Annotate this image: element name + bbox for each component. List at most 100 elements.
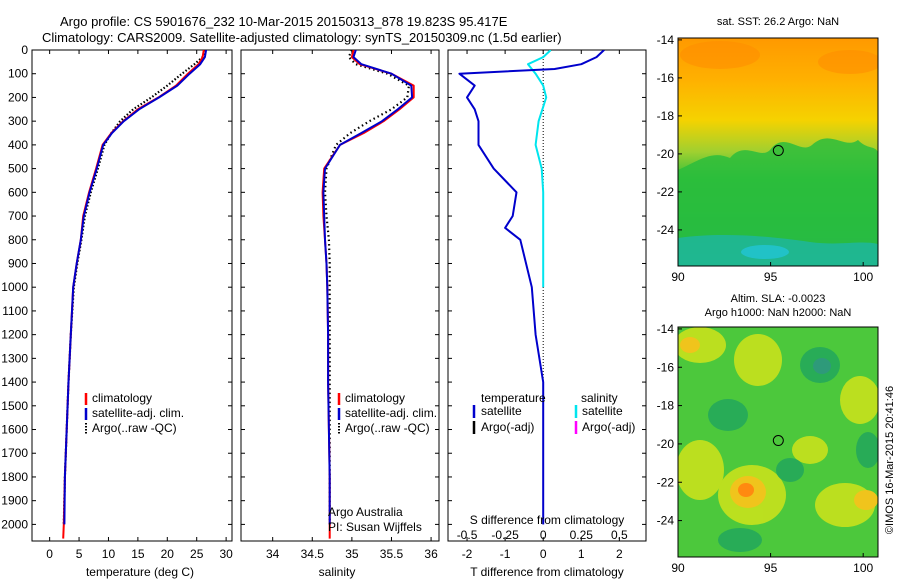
- depth-tick-label: 1700: [1, 446, 28, 460]
- depth-tick-label: 1100: [2, 304, 28, 318]
- sst-patch: [680, 41, 760, 69]
- salinity-lines: [321, 50, 415, 539]
- map-y-tick-label: -14: [657, 33, 675, 47]
- depth-tick-label: 300: [8, 114, 28, 128]
- depth-tick-label: 800: [8, 233, 28, 247]
- x-tick-label: 25: [190, 547, 204, 561]
- figure-title-line1: Argo profile: CS 5901676_232 10-Mar-2015…: [60, 14, 508, 29]
- sla-low-blobs: [708, 347, 878, 552]
- x-tick-label: 5: [76, 547, 83, 561]
- x-tick-label: 36: [424, 547, 438, 561]
- salinity-xlabel: salinity: [319, 565, 356, 579]
- sla-peak: [680, 337, 700, 353]
- salinity-panel: 34 34.5 35 35.5 36 salinity climatology sate…: [240, 49, 440, 579]
- sla-low: [776, 458, 804, 482]
- x2-tick-label: 0.5: [611, 528, 628, 542]
- map-y-tick-label: -14: [657, 322, 675, 336]
- sla-blob: [840, 376, 878, 424]
- map-x-tick-label: 100: [853, 561, 873, 575]
- depth-tick-label: 900: [8, 256, 28, 270]
- map-y-tick-label: -24: [657, 223, 675, 237]
- depth-axis: 0 100 200 300 400 500 600 700 800 900 1000 1100 1200…: [1, 43, 232, 531]
- sla-map-panel: Altim. SLA: -0.0023 Argo h1000: NaN h200…: [657, 293, 879, 575]
- depth-tick-label: 1800: [1, 470, 28, 484]
- salinity-difference-line: [527, 50, 552, 288]
- depth-tick-label: 500: [8, 162, 28, 176]
- difference-axes-frame: [447, 49, 647, 542]
- x-tick-label: 20: [161, 547, 175, 561]
- sla-blob: [678, 440, 724, 500]
- depth-tick-label: 0: [21, 43, 28, 57]
- sla-min: [813, 358, 831, 374]
- argo-location-marker: [772, 435, 784, 447]
- sst-map-axes: 90 95 100 -14 -16 -18 -20 -22 -24: [657, 33, 874, 284]
- depth-tick-label: 1500: [1, 399, 28, 413]
- difference-s-xlabel: S difference from climatology: [470, 513, 625, 527]
- argo-pi-label: PI: Susan Wijffels: [328, 520, 422, 534]
- imos-credit: ©IMOS 16-Mar-2015 20:41:46: [884, 386, 896, 534]
- sla-heatmap: [678, 327, 878, 557]
- temperature-x-axis: 0 5 10 15 20 25 30: [46, 50, 233, 561]
- sst-map-title: sat. SST: 26.2 Argo: NaN: [717, 16, 839, 28]
- legend-argo-label: Argo(..raw -QC): [345, 421, 430, 435]
- x-tick-label: -1: [500, 547, 511, 561]
- sst-cool-patch: [741, 245, 789, 259]
- depth-tick-label: 1300: [1, 351, 28, 365]
- map-x-tick-label: 95: [764, 270, 778, 284]
- depth-tick-label: 600: [8, 185, 28, 199]
- x2-tick-label: -0.25: [491, 528, 519, 542]
- map-y-tick-label: -24: [657, 514, 675, 528]
- depth-tick-label: 100: [8, 67, 28, 81]
- sla-blob: [734, 334, 782, 386]
- map-y-tick-label: -16: [657, 71, 675, 85]
- legend-argo-label: Argo(..raw -QC): [92, 421, 177, 435]
- sla-blob: [792, 436, 828, 464]
- salinity-legend: climatology satellite-adj. clim. Argo(..…: [337, 391, 437, 435]
- sla-map-axes: 90 95 100 -14 -16 -18 -20 -22 -24: [657, 322, 874, 575]
- x-tick-label: 0: [46, 547, 53, 561]
- argo-program-label: Argo Australia: [328, 505, 403, 519]
- x2-tick-label: 0: [540, 528, 547, 542]
- x-tick-label: 15: [131, 547, 145, 561]
- x-tick-label: 34.5: [301, 547, 325, 561]
- legend-t-argo-label: Argo(-adj): [481, 420, 534, 434]
- sla-map-title-line2: Argo h1000: NaN h2000: NaN: [705, 307, 852, 319]
- depth-tick-label: 1600: [1, 423, 28, 437]
- x2-tick-label: -0.5: [457, 528, 478, 542]
- sst-warm-patches: [680, 41, 878, 74]
- salinity-y-ticks: [241, 49, 439, 525]
- legend-salinity-title: salinity: [581, 391, 618, 405]
- legend-satellite-label: satellite-adj. clim.: [92, 406, 184, 420]
- argo-temperature-line: [62, 50, 206, 525]
- satellite-temperature-line: [63, 50, 208, 525]
- x-tick-label: 34: [266, 547, 280, 561]
- depth-tick-label: 400: [8, 138, 28, 152]
- depth-tick-label: 1200: [1, 328, 28, 342]
- map-x-tick-label: 95: [764, 561, 778, 575]
- map-y-tick-label: -20: [657, 147, 675, 161]
- x-tick-label: 35: [345, 547, 359, 561]
- salinity-x-axis: 34 34.5 35 35.5 36: [266, 50, 438, 561]
- sst-front: [678, 138, 878, 266]
- legend-climatology-label: climatology: [92, 391, 152, 405]
- legend-s-satellite-label: satellite: [582, 404, 623, 418]
- sla-peak: [854, 490, 878, 510]
- sla-max: [738, 483, 754, 497]
- sla-map-frame: [677, 326, 879, 558]
- argo-salinity-line: [323, 50, 410, 525]
- depth-tick-label: 2000: [1, 517, 28, 531]
- sla-blob: [678, 327, 726, 363]
- x-tick-label: 30: [219, 547, 233, 561]
- legend-satellite-label: satellite-adj. clim.: [345, 406, 437, 420]
- x-tick-label: 1: [578, 547, 585, 561]
- depth-tick-label: 1400: [1, 375, 28, 389]
- difference-x-axis: -2 -1 0 1 2 -0.5 -0.25 0 0.25 0.5: [457, 50, 628, 561]
- map-y-tick-label: -20: [657, 437, 675, 451]
- map-y-tick-label: -18: [657, 109, 675, 123]
- legend-climatology-label: climatology: [345, 391, 405, 405]
- map-x-tick-label: 100: [853, 270, 873, 284]
- sla-low: [718, 528, 762, 552]
- argo-location-marker: [772, 145, 784, 157]
- figure-title-line2: Climatology: CARS2009. Satellite-adjuste…: [42, 30, 562, 45]
